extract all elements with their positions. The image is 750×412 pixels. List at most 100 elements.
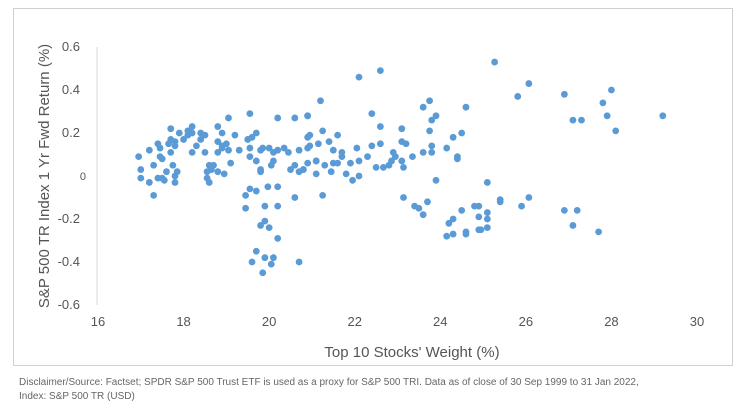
x-tick-label: 20 (262, 314, 276, 329)
data-point (160, 176, 168, 184)
data-point (205, 179, 213, 186)
data-point (458, 207, 466, 214)
x-tick-label: 28 (604, 314, 618, 329)
data-point (291, 194, 299, 201)
data-point (595, 228, 602, 236)
data-point (261, 254, 269, 262)
data-point (150, 161, 158, 169)
data-point (376, 67, 384, 75)
data-points (135, 58, 667, 277)
data-point (274, 202, 282, 210)
y-tick-labels: 0.6 0.4 0.2 0 -0.2 -0.4 -0.6 (58, 39, 86, 312)
data-point (483, 224, 491, 232)
data-point (419, 211, 427, 219)
data-point (454, 155, 461, 163)
data-point (443, 144, 451, 152)
data-point (334, 131, 341, 139)
data-point (158, 155, 166, 163)
data-point (569, 222, 577, 229)
data-point (267, 161, 275, 169)
data-point (329, 159, 337, 167)
data-point (246, 144, 254, 152)
x-tick-label: 18 (176, 314, 190, 329)
data-point (569, 116, 577, 124)
data-point (227, 159, 235, 167)
data-point (252, 187, 260, 195)
data-point (379, 164, 387, 171)
data-point (342, 170, 350, 178)
data-point (248, 133, 256, 141)
data-point (171, 142, 179, 150)
data-point (267, 260, 275, 268)
data-point (483, 179, 491, 186)
disclaimer-footer: Disclaimer/Source: Factset; SPDR S&P 500… (19, 376, 739, 404)
data-point (246, 185, 254, 193)
data-point (428, 148, 436, 156)
y-tick-label: -0.2 (58, 211, 80, 226)
data-point (242, 191, 250, 199)
data-point (560, 207, 568, 214)
disclaimer-line-2: Index: S&P 500 TR (USD) (19, 391, 135, 402)
x-tick-label: 26 (519, 314, 533, 329)
y-tick-label: -0.4 (58, 254, 80, 269)
x-tick-label: 22 (347, 314, 361, 329)
data-point (248, 258, 256, 266)
data-point (145, 179, 153, 186)
data-point (169, 161, 177, 169)
data-point (325, 138, 333, 146)
data-point (259, 144, 267, 152)
data-point (321, 161, 329, 169)
data-point (355, 73, 363, 81)
data-point (218, 144, 226, 152)
y-axis-label: S&P 500 TR Index 1 Yr Fwd Return (%) (36, 44, 53, 308)
data-point (201, 131, 209, 139)
data-point (314, 140, 322, 148)
data-point (400, 194, 407, 201)
data-point (608, 86, 615, 94)
data-point (197, 136, 205, 143)
data-point (449, 215, 457, 223)
data-point (188, 123, 196, 130)
data-point (376, 123, 384, 130)
data-point (167, 125, 175, 133)
x-tick-label: 30 (690, 314, 704, 329)
data-point (400, 164, 407, 171)
data-point (270, 254, 277, 262)
y-tick-label: 0.2 (62, 125, 80, 140)
data-point (525, 80, 533, 87)
data-point (264, 183, 272, 191)
data-point (304, 159, 312, 167)
data-point (167, 148, 175, 156)
data-point (259, 269, 267, 277)
data-point (483, 209, 491, 216)
data-point (419, 103, 427, 111)
x-tick-labels: 16 18 20 22 24 26 28 30 (91, 314, 704, 329)
data-point (428, 116, 436, 124)
x-axis-label: Top 10 Stocks' Weight (%) (324, 344, 499, 361)
data-point (274, 183, 282, 191)
data-point (483, 215, 491, 223)
data-point (145, 146, 153, 154)
data-point (432, 176, 440, 184)
data-point (349, 176, 356, 184)
data-point (376, 140, 384, 148)
data-point (329, 146, 337, 154)
data-point (214, 138, 222, 146)
data-point (137, 174, 145, 182)
data-point (207, 166, 215, 173)
data-point (612, 127, 620, 135)
data-point (525, 194, 533, 201)
data-point (299, 166, 307, 173)
data-point (424, 198, 431, 206)
data-point (246, 153, 254, 161)
data-point (257, 222, 264, 229)
data-point (462, 103, 470, 111)
data-point (137, 166, 145, 173)
data-point (188, 148, 196, 156)
data-point (135, 153, 143, 161)
data-point (475, 202, 483, 210)
data-point (304, 112, 312, 120)
data-point (445, 219, 453, 227)
data-point (201, 148, 209, 156)
